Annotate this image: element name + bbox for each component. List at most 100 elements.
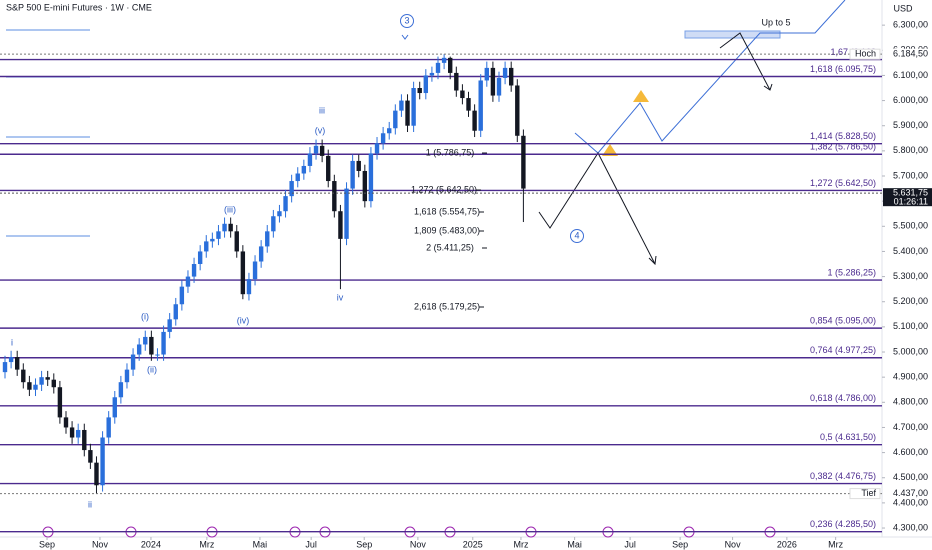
y-tick-label: 4.700,00 bbox=[893, 422, 928, 432]
wave-label: (ii) bbox=[147, 364, 157, 374]
candle-body bbox=[173, 304, 178, 320]
fib-label: 1,618 (6.095,75) bbox=[810, 64, 876, 74]
candle-body bbox=[204, 241, 209, 252]
x-tick-label: Sep bbox=[39, 539, 55, 549]
y-tick-label: 4.300,00 bbox=[893, 522, 928, 532]
candle-body bbox=[344, 188, 349, 239]
candle-body bbox=[478, 80, 483, 131]
wave-label: i bbox=[11, 337, 13, 347]
candle-body bbox=[435, 62, 441, 73]
tag-box bbox=[849, 48, 881, 60]
price-badge bbox=[882, 488, 932, 500]
x-tick-label: Nov bbox=[92, 539, 109, 549]
candle-body bbox=[405, 100, 410, 126]
candle-body bbox=[2, 362, 8, 373]
y-tick-label: 5.700,00 bbox=[893, 170, 928, 180]
wave-label: iv bbox=[337, 292, 344, 302]
candle-body bbox=[216, 231, 221, 239]
y-tick-label: 4.900,00 bbox=[893, 372, 928, 382]
candle-body bbox=[240, 251, 246, 295]
fib-label: 0,5 (4.631,50) bbox=[820, 432, 876, 442]
x-tick-label: Mrz bbox=[513, 539, 528, 549]
wave-label: 4 bbox=[574, 230, 579, 240]
candle-body bbox=[234, 231, 239, 252]
candle-body bbox=[39, 377, 44, 385]
candle-body bbox=[271, 216, 276, 232]
candle-body bbox=[277, 211, 282, 217]
wave-label: ii bbox=[88, 499, 92, 509]
wave-label: (v) bbox=[315, 125, 326, 135]
candle-body bbox=[179, 286, 185, 305]
price-badge bbox=[883, 188, 932, 207]
fib-label: 0,764 (4.977,25) bbox=[810, 345, 876, 355]
candle-body bbox=[21, 369, 26, 383]
target-zone bbox=[684, 30, 781, 39]
fib-ext-label: 1 (5.786,75) bbox=[426, 147, 475, 157]
candle-body bbox=[326, 155, 331, 182]
x-tick-label: Nov bbox=[410, 539, 427, 549]
candle-body bbox=[319, 145, 325, 156]
arrow-head bbox=[763, 83, 773, 91]
candle-body bbox=[75, 429, 81, 438]
candle-body bbox=[454, 72, 459, 91]
wave-label: (i) bbox=[141, 311, 149, 321]
candle-body bbox=[100, 437, 105, 486]
candle-body bbox=[387, 128, 392, 134]
fib-ext-label: 1,272 (5.642,50) bbox=[411, 184, 477, 194]
tag-box bbox=[849, 488, 881, 500]
candle-body bbox=[460, 90, 465, 99]
y-tick-label: 5.500,00 bbox=[893, 221, 928, 231]
price-badge-label: 4.437,00 bbox=[893, 488, 928, 498]
candle-body bbox=[112, 397, 117, 418]
candle-body bbox=[14, 357, 20, 370]
candle-body bbox=[332, 181, 337, 212]
countdown: 01:26:11 bbox=[894, 197, 928, 207]
candle-body bbox=[155, 354, 160, 356]
y-tick-label: 5.900,00 bbox=[893, 120, 928, 130]
price-axis bbox=[882, 0, 932, 550]
candle-body bbox=[88, 450, 93, 463]
candle-body bbox=[356, 160, 361, 171]
candle-body bbox=[185, 276, 191, 287]
candle-body bbox=[228, 223, 233, 232]
candle-body bbox=[222, 223, 227, 232]
wave-chevron bbox=[401, 34, 409, 40]
candle-body bbox=[484, 67, 490, 81]
fib-label: 1,272 (5.642,50) bbox=[810, 178, 876, 188]
candle-body bbox=[57, 387, 63, 418]
candle-body bbox=[191, 264, 197, 277]
candle-body bbox=[130, 354, 136, 370]
wave-circle bbox=[570, 229, 584, 243]
y-tick-label: 6.300,00 bbox=[893, 20, 928, 30]
candle-body bbox=[167, 319, 172, 332]
currency: USD bbox=[893, 3, 913, 13]
x-tick-label: 2026 bbox=[777, 539, 797, 549]
y-tick-label: 4.500,00 bbox=[893, 472, 928, 482]
candle-body bbox=[502, 67, 508, 78]
y-tick-label: 5.100,00 bbox=[893, 321, 928, 331]
projection bbox=[538, 0, 846, 266]
candle-body bbox=[161, 331, 166, 355]
candle-body bbox=[417, 88, 422, 94]
x-tick-label: Jul bbox=[305, 539, 317, 549]
candle-body bbox=[380, 133, 386, 144]
candle-body bbox=[338, 211, 343, 239]
candle-body bbox=[51, 379, 56, 388]
candle-body bbox=[118, 382, 124, 398]
candle-body bbox=[441, 57, 447, 63]
projection-black bbox=[719, 32, 771, 91]
x-tick-label: Sep bbox=[356, 539, 372, 549]
candle-body bbox=[252, 261, 258, 280]
x-tick-label: Nov bbox=[725, 539, 742, 549]
candle-body bbox=[295, 173, 300, 182]
candle-body bbox=[508, 67, 514, 86]
candle-body bbox=[94, 462, 99, 486]
candle-body bbox=[106, 417, 111, 438]
candle-body bbox=[374, 143, 380, 154]
y-tick-label: 4.600,00 bbox=[893, 447, 928, 457]
y-tick-label: 4.800,00 bbox=[893, 397, 928, 407]
warning-icon bbox=[602, 144, 618, 156]
fib-ext-label: 1,809 (5.483,00) bbox=[414, 225, 480, 235]
candle-body bbox=[362, 170, 368, 202]
